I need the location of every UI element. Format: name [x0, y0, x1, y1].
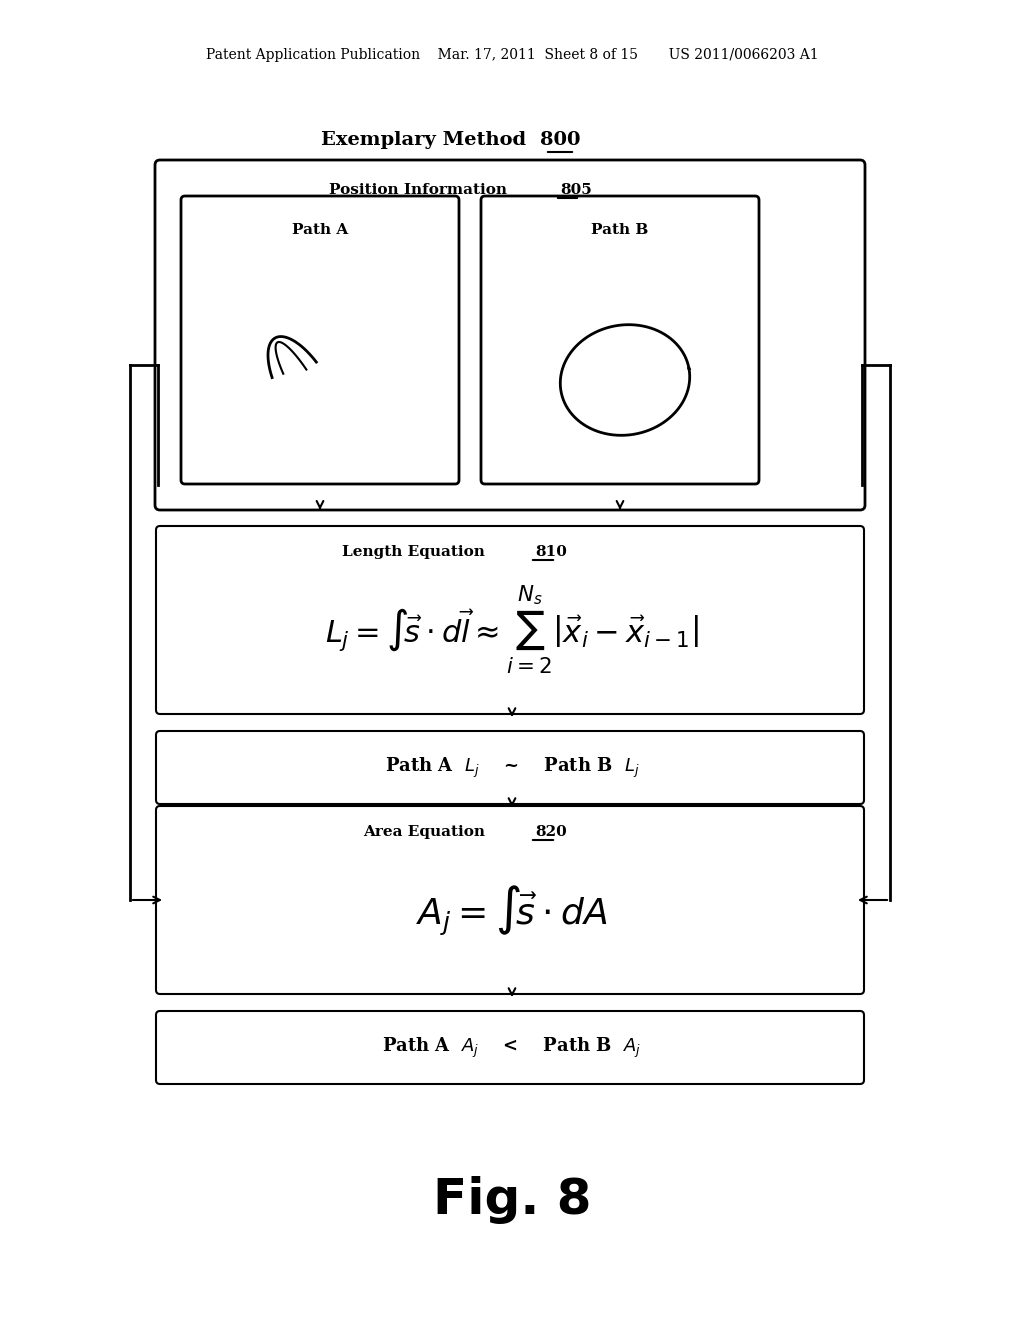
- Text: Exemplary Method: Exemplary Method: [321, 131, 540, 149]
- Text: Position Information: Position Information: [329, 183, 512, 197]
- Text: Path A  $A_j$    <    Path B  $A_j$: Path A $A_j$ < Path B $A_j$: [382, 1035, 642, 1060]
- Text: Fig. 8: Fig. 8: [433, 1176, 591, 1224]
- Text: 800: 800: [540, 131, 581, 149]
- FancyBboxPatch shape: [156, 1011, 864, 1084]
- Text: Patent Application Publication    Mar. 17, 2011  Sheet 8 of 15       US 2011/006: Patent Application Publication Mar. 17, …: [206, 48, 818, 62]
- FancyBboxPatch shape: [181, 195, 459, 484]
- Text: Area Equation: Area Equation: [362, 825, 490, 840]
- FancyBboxPatch shape: [156, 525, 864, 714]
- Text: 805: 805: [560, 183, 592, 197]
- Text: Path B: Path B: [591, 223, 648, 238]
- Text: Length Equation: Length Equation: [342, 545, 490, 558]
- FancyBboxPatch shape: [155, 160, 865, 510]
- FancyBboxPatch shape: [156, 731, 864, 804]
- Text: Path A: Path A: [292, 223, 348, 238]
- Text: $L_j = \int\!\vec{s}\cdot d\vec{l} \approx \sum_{i=2}^{N_s}\left|\vec{x}_i - \ve: $L_j = \int\!\vec{s}\cdot d\vec{l} \appr…: [325, 583, 699, 676]
- FancyBboxPatch shape: [481, 195, 759, 484]
- FancyBboxPatch shape: [156, 807, 864, 994]
- Text: Path A  $L_j$    ~    Path B  $L_j$: Path A $L_j$ ~ Path B $L_j$: [385, 755, 639, 780]
- Text: $A_j = \int\!\vec{s}\cdot dA$: $A_j = \int\!\vec{s}\cdot dA$: [417, 883, 607, 937]
- Text: 810: 810: [535, 545, 567, 558]
- Text: 820: 820: [535, 825, 566, 840]
